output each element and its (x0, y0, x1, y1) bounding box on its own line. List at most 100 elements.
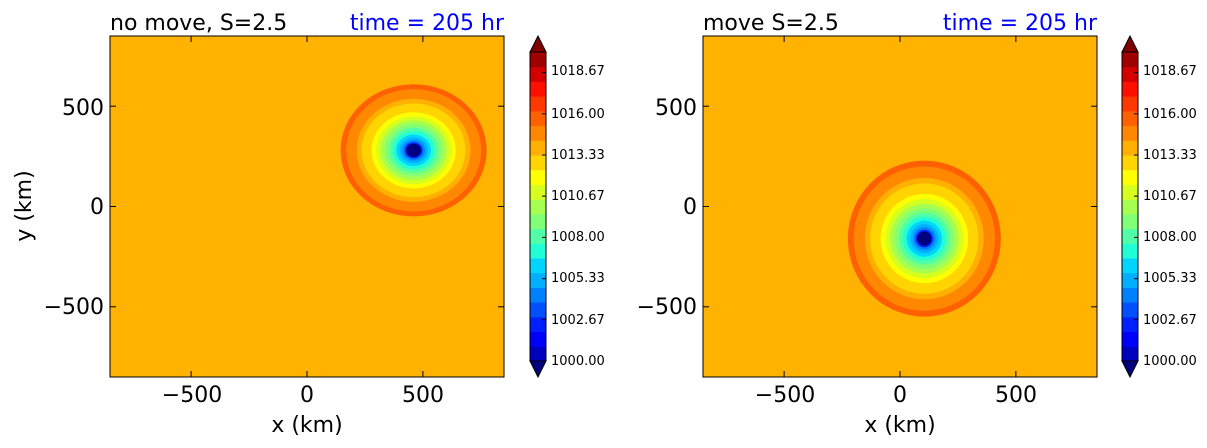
y-tick-labels: −500 0 500 (44, 96, 104, 320)
colorbar-segment (530, 258, 546, 274)
colorbar-tick-label: 1002.67 (1143, 313, 1197, 328)
colorbar-segment (1122, 52, 1138, 68)
colorbar-segment (530, 331, 546, 347)
colorbar-extend-min (529, 360, 547, 379)
colorbar-segment (530, 184, 546, 200)
colorbar-tick-label: 1008.00 (551, 230, 605, 245)
colorbar-segment (530, 243, 546, 259)
colorbar-segment (1122, 258, 1138, 274)
colorbar-segment (1122, 169, 1138, 185)
colorbar-tick-label: 1002.67 (551, 313, 605, 328)
colorbar-segment (1122, 316, 1138, 333)
y-axis-label: y (km) (12, 170, 37, 241)
colorbar-extend-min (1121, 360, 1139, 379)
colorbar-segment (1122, 125, 1138, 141)
heatmap-field-move (703, 36, 1097, 377)
x-tick-labels: −500 0 500 (755, 383, 1037, 408)
colorbar-segment (530, 287, 546, 303)
x-tick-label: −500 (755, 383, 815, 408)
x-tick-label: −500 (162, 383, 222, 408)
colorbar-segment (530, 140, 546, 156)
colorbar-segment (1122, 81, 1138, 97)
colorbar (529, 34, 547, 379)
colorbar-tick-label: 1016.00 (1143, 107, 1197, 122)
panel-title-time: time = 205 hr (350, 11, 505, 36)
x-tick-labels: −500 0 500 (162, 383, 444, 408)
colorbar-segment (530, 52, 546, 68)
colorbar-tick-label: 1016.00 (551, 107, 605, 122)
colorbar-segment (1122, 243, 1138, 259)
colorbar-segment (1122, 346, 1138, 362)
heatmap-field-no-move (110, 36, 504, 377)
y-tick-label: 500 (655, 96, 697, 121)
panel-move: move S=2.5 time = 205 hr x (km) −500 0 5… (637, 11, 1197, 438)
colorbar-segment (530, 125, 546, 141)
colorbar-segment (1122, 199, 1138, 215)
colorbar-tick-label: 1010.67 (1143, 189, 1197, 204)
colorbar-segment (1122, 213, 1138, 230)
colorbar-segment (530, 302, 546, 318)
colorbar-segment (1122, 228, 1138, 244)
colorbar-segment (1122, 66, 1138, 82)
colorbar-tick-label: 1013.33 (1143, 148, 1197, 163)
panel-title-left: no move, S=2.5 (110, 11, 287, 36)
colorbar-segment (530, 199, 546, 215)
y-tick-label: 500 (62, 96, 104, 121)
colorbar-segment (1122, 287, 1138, 303)
colorbar-segment (1122, 155, 1138, 171)
colorbar-segment (530, 316, 546, 333)
pressure-contour (406, 143, 421, 157)
colorbar-tick-label: 1010.67 (551, 189, 605, 204)
colorbar-segment (530, 169, 546, 185)
colorbar-segment (1122, 302, 1138, 318)
panel-title-left: move S=2.5 (703, 11, 839, 36)
y-tick-labels: −500 0 500 (637, 96, 697, 320)
colorbar-segment (530, 96, 546, 112)
colorbar-tick-label: 1005.33 (551, 271, 605, 286)
colorbar-frame (1121, 51, 1139, 362)
x-axis-label: x (km) (864, 413, 935, 438)
colorbar-segment (1122, 272, 1138, 288)
colorbar-segment (530, 81, 546, 97)
panel-no-move: no move, S=2.5 time = 205 hr x (km) y (k… (12, 11, 605, 438)
y-tick-label: −500 (637, 295, 697, 320)
axis-ticks (703, 36, 1097, 377)
panel-title-time: time = 205 hr (943, 11, 1098, 36)
colorbar-frame (529, 51, 547, 362)
y-tick-label: 0 (90, 195, 104, 220)
colorbar-segment (1122, 140, 1138, 156)
colorbar-segment (530, 346, 546, 362)
axis-ticks (110, 36, 504, 377)
colorbar-segment (1122, 110, 1138, 127)
colorbar-tick-label: 1018.67 (551, 64, 605, 79)
x-axis-label: x (km) (271, 413, 342, 438)
colorbar-segment (530, 272, 546, 288)
colorbar-segment (530, 66, 546, 82)
colorbar (1121, 34, 1139, 379)
y-tick-label: 0 (683, 195, 697, 220)
colorbar-segment (1122, 184, 1138, 200)
colorbar-segment (530, 110, 546, 127)
colorbar-segment (1122, 331, 1138, 347)
x-tick-label: 0 (893, 383, 907, 408)
y-tick-label: −500 (44, 295, 104, 320)
colorbar-tick-label: 1008.00 (1143, 230, 1197, 245)
x-tick-label: 0 (300, 383, 314, 408)
colorbar-tick-label: 1005.33 (1143, 271, 1197, 286)
colorbar-tick-label: 1018.67 (1143, 64, 1197, 79)
pressure-contour (917, 231, 932, 246)
colorbar-extend-max (529, 34, 547, 53)
colorbar-segment (530, 213, 546, 230)
colorbar-segment (1122, 96, 1138, 112)
colorbar-tick-label: 1000.00 (551, 354, 605, 369)
colorbar-segment (530, 228, 546, 244)
x-tick-label: 500 (402, 383, 444, 408)
colorbar-tick-label: 1000.00 (1143, 354, 1197, 369)
colorbar-segment (530, 155, 546, 171)
x-tick-label: 500 (995, 383, 1037, 408)
colorbar-tick-labels: 1018.67 1016.00 1013.33 1010.67 1008.00 … (551, 64, 605, 369)
colorbar-tick-label: 1013.33 (551, 148, 605, 163)
colorbar-extend-max (1121, 34, 1139, 53)
colorbar-tick-labels: 1018.67 1016.00 1013.33 1010.67 1008.00 … (1143, 64, 1197, 369)
